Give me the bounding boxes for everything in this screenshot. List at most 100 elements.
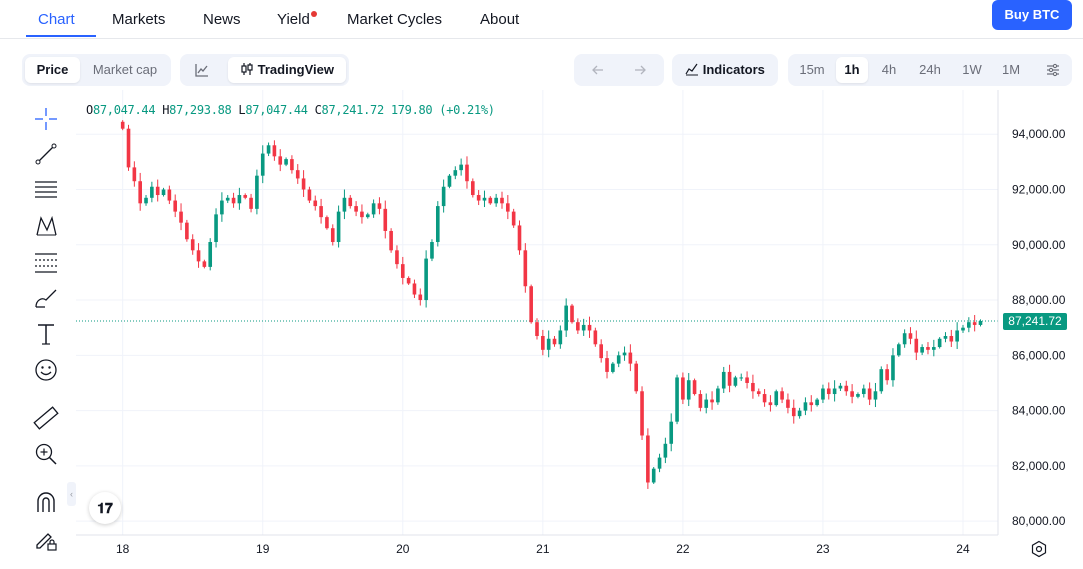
candle-body bbox=[751, 382, 755, 392]
candle-body bbox=[307, 189, 312, 201]
tab-markets[interactable]: Markets bbox=[112, 11, 166, 28]
candle-body bbox=[243, 195, 248, 198]
magnet-tool[interactable] bbox=[33, 490, 59, 516]
price-chart[interactable]: 80,000.00 82,000.00 84,000.00 86,000.00 88,0… bbox=[0, 90, 1083, 569]
brush-tool[interactable] bbox=[33, 285, 59, 311]
horizontal-lines-tool[interactable] bbox=[33, 176, 59, 202]
candle-body bbox=[494, 197, 498, 204]
metric-toggle: Price Market cap bbox=[22, 54, 171, 86]
market-cap-tab[interactable]: Market cap bbox=[92, 62, 158, 77]
candle-body bbox=[826, 388, 831, 395]
candle-body bbox=[202, 261, 207, 267]
candle-body bbox=[325, 217, 329, 229]
candle-body bbox=[400, 264, 405, 278]
low-value: 87,047.44 bbox=[245, 103, 308, 117]
interval-15m[interactable]: 15m bbox=[799, 62, 825, 77]
candle-body bbox=[937, 338, 942, 348]
candle-body bbox=[570, 305, 574, 323]
indicators-label: Indicators bbox=[702, 62, 765, 77]
tradingview-logo-icon[interactable]: 𝟏𝟕 bbox=[89, 492, 121, 524]
crosshair-icon bbox=[35, 108, 57, 130]
candle-body bbox=[150, 186, 154, 198]
trend-line-tool[interactable] bbox=[33, 141, 59, 167]
tab-about[interactable]: About bbox=[480, 11, 520, 28]
candle-body bbox=[605, 358, 609, 372]
candle-body bbox=[932, 347, 936, 350]
collapse-toolbar-button[interactable]: ‹ bbox=[67, 482, 76, 506]
candle-body bbox=[576, 322, 580, 331]
tradingview-button[interactable]: TradingView bbox=[228, 57, 346, 83]
interval-1w[interactable]: 1W bbox=[962, 62, 982, 77]
candle-body bbox=[727, 371, 732, 386]
candle-body bbox=[599, 344, 603, 359]
candle-body bbox=[500, 197, 504, 204]
candle-body bbox=[196, 250, 201, 262]
candle-body bbox=[821, 388, 825, 400]
candle-body bbox=[832, 388, 837, 395]
pattern-tool[interactable] bbox=[33, 213, 59, 239]
candle-body bbox=[896, 344, 901, 356]
undo-button[interactable] bbox=[580, 57, 616, 83]
ruler-tool[interactable] bbox=[33, 405, 59, 431]
chart-type-toggle: TradingView bbox=[180, 54, 349, 86]
candle-body bbox=[278, 156, 283, 165]
candle-body bbox=[471, 181, 475, 196]
candle-body bbox=[336, 211, 341, 243]
candle-body bbox=[967, 322, 971, 328]
tab-market-cycles[interactable]: Market Cycles bbox=[347, 11, 443, 28]
price-tab[interactable]: Price bbox=[25, 57, 80, 83]
x-tick-label: 21 bbox=[536, 542, 550, 556]
zoom-in-tool[interactable] bbox=[33, 441, 59, 467]
candle-body bbox=[383, 208, 388, 231]
candle-body bbox=[651, 468, 656, 483]
candle-body bbox=[459, 164, 463, 171]
emoji-icon bbox=[35, 359, 57, 381]
fib-tool[interactable] bbox=[33, 249, 59, 275]
crosshair-tool[interactable] bbox=[33, 106, 59, 132]
pattern-icon bbox=[36, 215, 57, 236]
lock-pencil-icon bbox=[36, 533, 57, 551]
emoji-tool[interactable] bbox=[33, 357, 59, 383]
candle-body bbox=[914, 338, 919, 353]
price-axis[interactable]: 80,000.00 82,000.00 84,000.00 86,000.00 88,0… bbox=[997, 90, 1066, 535]
time-axis[interactable]: 18 19 20 21 22 23 24 bbox=[76, 534, 998, 556]
redo-button[interactable] bbox=[622, 57, 658, 83]
chart-settings-gear-icon[interactable] bbox=[1030, 540, 1048, 558]
interval-24h[interactable]: 24h bbox=[919, 62, 941, 77]
candle-body bbox=[231, 197, 236, 204]
y-tick-label: 94,000.00 bbox=[1012, 127, 1066, 141]
candle-body bbox=[541, 335, 545, 350]
candle-body bbox=[710, 399, 714, 403]
line-chart-button[interactable] bbox=[183, 57, 221, 83]
top-nav: Chart Markets News Yield Market Cycles A… bbox=[0, 0, 1083, 39]
text-tool[interactable] bbox=[33, 321, 59, 347]
candle-body bbox=[249, 197, 253, 209]
candle-body bbox=[441, 186, 446, 207]
y-tick-label: 88,000.00 bbox=[1012, 293, 1066, 307]
candle-body bbox=[885, 369, 889, 381]
tab-yield[interactable]: Yield bbox=[277, 11, 310, 28]
candle-body bbox=[144, 197, 148, 204]
history-controls bbox=[574, 54, 664, 86]
candle-body bbox=[225, 197, 230, 201]
chart-settings-button[interactable] bbox=[1038, 57, 1068, 83]
y-tick-label: 82,000.00 bbox=[1012, 459, 1066, 473]
candle-body bbox=[342, 197, 347, 212]
candle-body bbox=[506, 203, 510, 212]
buy-btc-button[interactable]: Buy BTC bbox=[992, 0, 1072, 30]
interval-4h[interactable]: 4h bbox=[881, 62, 897, 77]
tab-news[interactable]: News bbox=[203, 11, 241, 28]
lock-pencil-tool[interactable] bbox=[33, 527, 59, 553]
candle-body bbox=[943, 335, 948, 339]
candle-body bbox=[319, 206, 323, 218]
interval-1h[interactable]: 1h bbox=[836, 57, 868, 83]
candle-body bbox=[844, 385, 849, 392]
low-label: L bbox=[238, 103, 246, 117]
tab-chart[interactable]: Chart bbox=[38, 11, 75, 28]
candle-body bbox=[348, 197, 353, 207]
interval-1m[interactable]: 1M bbox=[1001, 62, 1021, 77]
candle-body bbox=[161, 189, 166, 196]
tradingview-label: TradingView bbox=[257, 62, 334, 77]
candle-body bbox=[330, 228, 335, 243]
indicators-button[interactable]: Indicators bbox=[675, 57, 775, 83]
